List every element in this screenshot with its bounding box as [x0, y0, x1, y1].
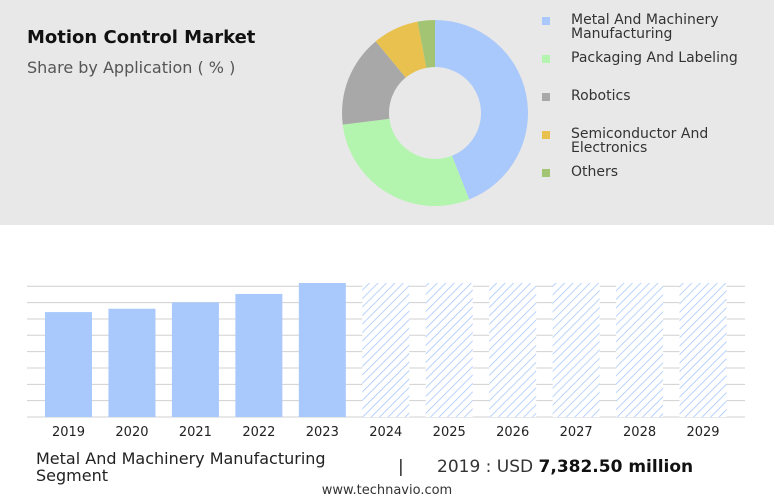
bar-2019: [45, 312, 92, 417]
legend-label-robotics: Robotics: [571, 88, 631, 104]
bar-2027: [552, 283, 600, 417]
donut-slice-packaging: [342, 118, 470, 206]
x-tick-label-2021: 2021: [179, 425, 212, 440]
bar-2021: [171, 302, 219, 417]
x-tick-label-2024: 2024: [369, 425, 402, 440]
legend-label-semiconductor: Semiconductor And Electronics: [571, 126, 709, 156]
x-tick-label-2029: 2029: [686, 425, 719, 440]
bar-2020: [108, 308, 156, 417]
x-tick-label-2025: 2025: [433, 425, 466, 440]
footer-value: 2019 : USD 7,382.50 million: [437, 457, 693, 477]
bar-2023: [298, 283, 346, 417]
bar-2026: [489, 283, 537, 417]
footer-divider: |: [398, 457, 404, 477]
legend-swatch-packaging: [542, 55, 550, 63]
legend-label-metal: Metal And Machinery Manufacturing: [571, 12, 719, 42]
donut-slice-metal: [435, 20, 528, 200]
x-tick-label-2026: 2026: [496, 425, 529, 440]
bar-2025: [425, 283, 473, 417]
legend-swatch-metal: [542, 17, 550, 25]
legend-swatch-others: [542, 169, 550, 177]
bar-2028: [616, 283, 664, 417]
x-tick-label-2027: 2027: [560, 425, 593, 440]
x-tick-label-2023: 2023: [306, 425, 339, 440]
bar-2022: [235, 293, 283, 417]
legend-label-others: Others: [571, 164, 619, 180]
footer-value-amount: 7,382.50 million: [538, 457, 694, 477]
x-tick-label-2028: 2028: [623, 425, 656, 440]
donut-chart: [342, 20, 528, 206]
footer-site: www.technavio.com: [321, 483, 453, 498]
footer-value-prefix: 2019 : USD: [437, 457, 534, 477]
x-tick-label-2019: 2019: [52, 425, 85, 440]
bar-2024: [362, 283, 410, 417]
donut-slice-semiconductor: [375, 21, 427, 78]
bar-chart: 2019 2020 2021 2022 2023 2024 2025 2026 2027 2028…: [27, 283, 745, 440]
x-tick-label-2022: 2022: [242, 425, 275, 440]
chart-title: Motion Control Market: [27, 27, 256, 48]
bar-2029: [679, 283, 727, 417]
legend-label-packaging: Packaging And Labeling: [571, 50, 738, 66]
chart-subtitle: Share by Application ( % ): [27, 58, 236, 77]
legend-swatch-robotics: [542, 93, 550, 101]
legend-swatch-semiconductor: [542, 131, 550, 139]
donut-slice-others: [417, 20, 435, 68]
footer-segment: Metal And Machinery Manufacturing Segmen…: [36, 449, 326, 485]
x-tick-label-2020: 2020: [115, 425, 148, 440]
donut-slice-robotics: [342, 41, 406, 125]
